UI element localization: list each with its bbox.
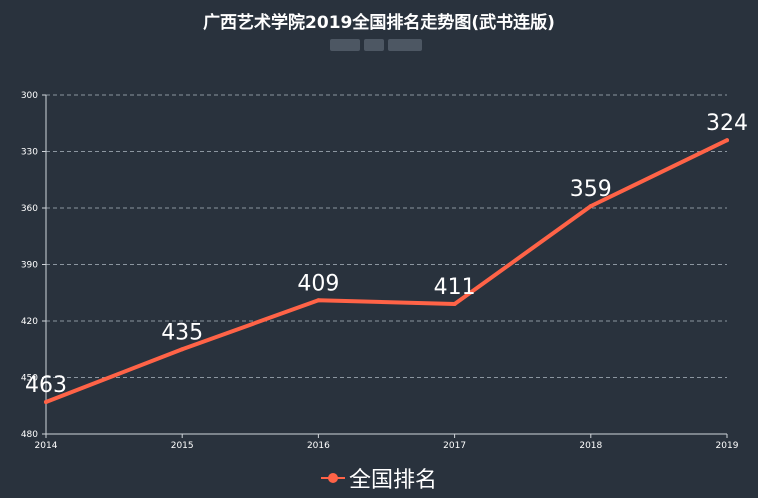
y-tick-label: 300 bbox=[21, 91, 38, 101]
data-point bbox=[452, 302, 457, 307]
x-tick-label: 2017 bbox=[443, 441, 466, 451]
x-tick-label: 2014 bbox=[35, 441, 58, 451]
legend[interactable]: 全国排名 bbox=[0, 462, 758, 494]
series-line bbox=[44, 138, 729, 404]
y-tick-label: 330 bbox=[21, 148, 38, 158]
data-point bbox=[725, 138, 729, 143]
data-point bbox=[44, 399, 48, 404]
data-label: 409 bbox=[297, 271, 339, 296]
y-tick-label: 390 bbox=[21, 261, 38, 271]
data-label: 324 bbox=[706, 111, 748, 136]
y-tick-label: 480 bbox=[21, 430, 38, 440]
x-tick-label: 2019 bbox=[716, 441, 739, 451]
legend-label: 全国排名 bbox=[348, 468, 437, 493]
y-tick-label: 450 bbox=[21, 374, 38, 384]
data-label: 359 bbox=[570, 177, 612, 202]
x-tick-label: 2018 bbox=[579, 441, 602, 451]
y-tick-label: 360 bbox=[21, 204, 38, 214]
chart-title: 广西艺术学院2019全国排名走势图(武书连版) bbox=[203, 13, 555, 33]
data-label: 411 bbox=[434, 275, 476, 300]
data-label: 435 bbox=[161, 320, 203, 345]
x-tick-label: 2016 bbox=[307, 441, 330, 451]
x-tick-label: 2015 bbox=[171, 441, 194, 451]
legend-line-icon bbox=[320, 473, 345, 483]
data-label: 463 bbox=[25, 373, 67, 398]
data-point bbox=[316, 298, 321, 303]
data-point bbox=[588, 204, 593, 209]
data-point bbox=[180, 347, 185, 352]
blurred-subtitle-watermark bbox=[330, 38, 428, 52]
y-tick-label: 420 bbox=[21, 317, 38, 327]
